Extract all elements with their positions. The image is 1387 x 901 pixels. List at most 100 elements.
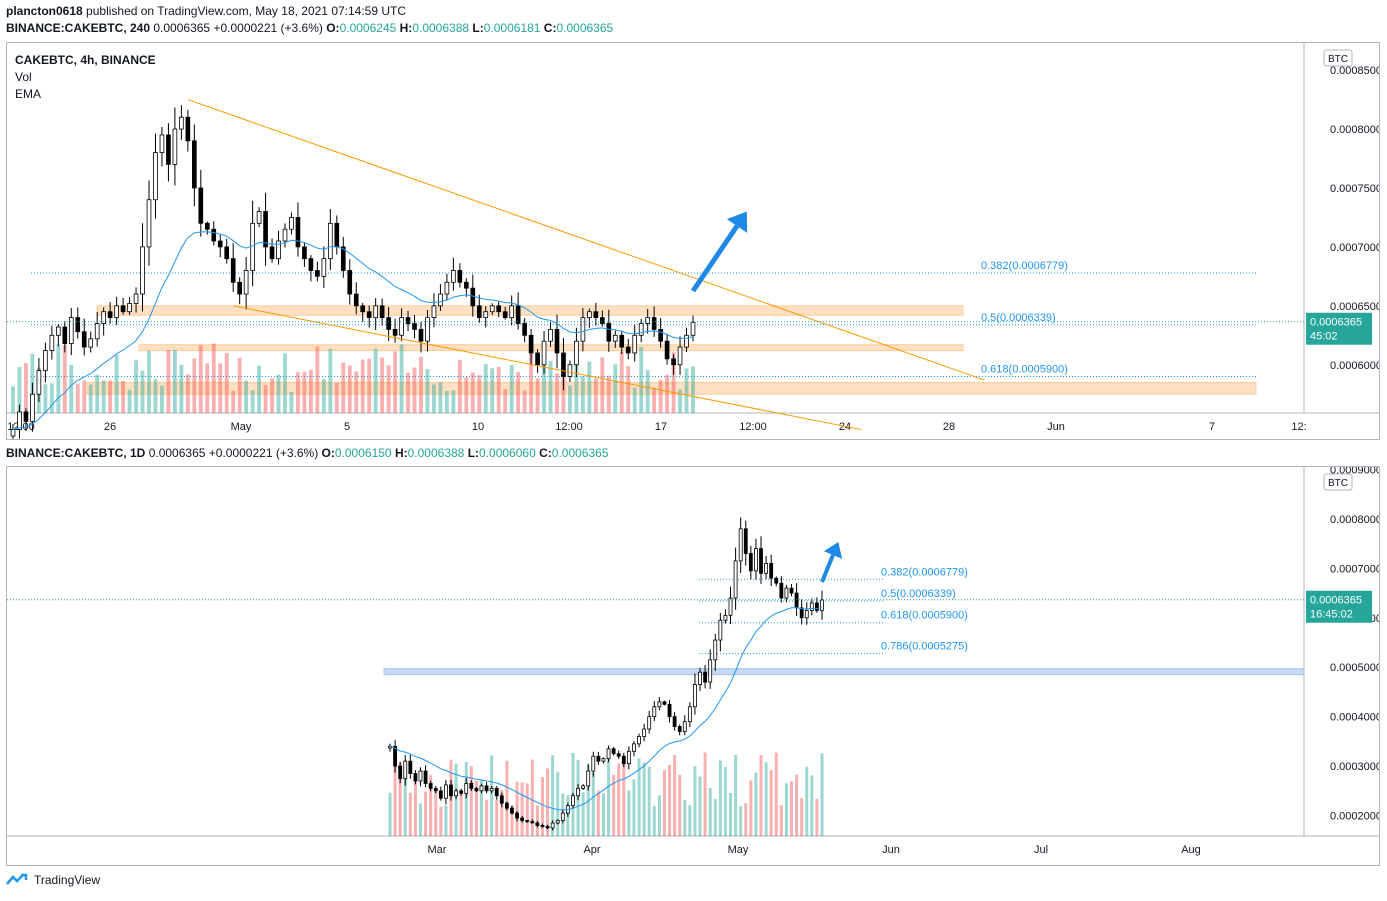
publisher-line: plancton0618 published on TradingView.co… — [6, 4, 406, 18]
y-tick-label: 0.0008000 — [1330, 124, 1379, 136]
volume-bar — [205, 363, 210, 413]
volume-bar — [658, 379, 663, 413]
candle-body — [708, 659, 713, 683]
candle-body — [687, 706, 692, 723]
volume-bar — [43, 384, 48, 413]
top-legend-vol[interactable]: Vol — [15, 70, 32, 84]
top-legend-ema[interactable]: EMA — [15, 87, 42, 101]
candle-body — [412, 323, 417, 330]
volume-bar — [683, 799, 687, 836]
candle-body — [474, 787, 479, 792]
volume-bar — [500, 790, 504, 836]
volume-bar — [606, 375, 611, 413]
volume-bar — [354, 371, 359, 413]
y-tick-label: 0.0007000 — [1330, 242, 1379, 254]
candle-body — [308, 258, 314, 271]
candle-body — [321, 258, 327, 277]
volume-bar — [800, 797, 804, 836]
volume-bar — [412, 367, 417, 413]
volume-bar — [328, 348, 333, 413]
candle-body — [626, 750, 631, 765]
footer-brand[interactable]: TradingView — [34, 873, 101, 887]
top-last: 0.0006365 — [153, 21, 211, 35]
countdown-label: 45:02 — [1310, 331, 1338, 343]
candle-body — [340, 246, 346, 271]
candle-body — [393, 745, 397, 767]
bottom-l-label: L: — [467, 446, 480, 460]
candle-body — [23, 411, 29, 422]
candle-body — [502, 311, 508, 319]
candle-body — [662, 701, 667, 705]
currency-badge-label: BTC — [1328, 54, 1348, 65]
bottom-chart-svg[interactable]: 0.00090000.00080000.00070000.00060000.00… — [7, 467, 1379, 865]
volume-bar — [75, 383, 80, 413]
volume-bar — [496, 367, 501, 413]
publisher-user: plancton0618 — [6, 4, 83, 18]
candle-body — [743, 528, 748, 554]
volume-bar — [114, 354, 119, 413]
bottom-last: 0.0006365 — [148, 446, 206, 460]
x-tick-label: 12: — [1291, 421, 1306, 433]
y-tick-label: 0.0003000 — [1330, 761, 1379, 773]
volume-bar — [121, 381, 126, 413]
volume-bar — [556, 771, 560, 836]
candle-body — [515, 305, 521, 324]
top-change: +0.0000221 (+3.6%) — [213, 21, 323, 35]
volume-bar — [140, 370, 145, 413]
volume-bar — [535, 805, 539, 836]
currency-badge — [1323, 49, 1353, 67]
candle-body — [754, 548, 758, 572]
volume-bar — [779, 805, 783, 836]
candle-body — [690, 321, 696, 336]
top-ohlc-header: BINANCE:CAKEBTC, 240 0.0006365 +0.000022… — [6, 21, 613, 35]
x-tick-label: Aug — [1181, 844, 1201, 856]
candle-body — [328, 222, 333, 260]
volume-bar — [341, 362, 346, 413]
candle-body — [616, 753, 621, 757]
candle-body — [494, 787, 499, 797]
candle-body — [759, 548, 763, 574]
candle-body — [198, 187, 204, 224]
candle-body — [612, 334, 618, 342]
candle-body — [476, 305, 482, 319]
volume-bar — [684, 368, 689, 413]
candle-body — [449, 784, 453, 797]
candle-body — [574, 340, 579, 366]
volume-bar — [764, 762, 768, 836]
candle-body — [682, 721, 687, 732]
volume-bar — [127, 389, 132, 413]
candle-body — [764, 563, 769, 574]
volume-bar — [296, 372, 300, 413]
y-tick-label: 0.0006500 — [1330, 301, 1379, 313]
volume-bar — [739, 806, 743, 836]
candle-body — [515, 812, 519, 819]
tradingview-logo-icon[interactable] — [6, 873, 30, 887]
bottom-chart-panel[interactable]: 0.00090000.00080000.00070000.00060000.00… — [6, 466, 1380, 866]
candle-body — [192, 140, 197, 189]
volume-bar — [632, 779, 636, 836]
volume-bar — [665, 374, 670, 413]
candle-body — [723, 614, 728, 621]
candle-body — [586, 770, 591, 787]
volume-bar — [703, 752, 707, 836]
volume-bar — [483, 364, 488, 413]
volume-bar — [108, 380, 113, 413]
volume-bar — [708, 788, 712, 836]
candle-body — [438, 790, 443, 799]
bullish-arrow-head — [726, 211, 748, 233]
top-chart-svg[interactable]: 0.0008500 0.0008000 0.0007500 0.0007000 0.00… — [7, 43, 1379, 439]
volume-bar — [464, 377, 469, 413]
top-c-label: C: — [543, 21, 557, 35]
candle-body — [289, 217, 294, 230]
volume-bar — [759, 755, 763, 836]
volume-bar — [601, 793, 605, 836]
top-chart-panel[interactable]: 0.0008500 0.0008000 0.0007500 0.0007000 0.00… — [6, 42, 1380, 440]
last-price-label: 0.0006365 — [1310, 317, 1362, 329]
candle-body — [799, 607, 804, 619]
candle-body — [36, 370, 42, 395]
candle-body — [127, 303, 132, 313]
x-tick-label: Mar — [428, 844, 447, 856]
top-h-label: H: — [399, 21, 413, 35]
candle-body — [535, 822, 540, 826]
volume-bar — [522, 390, 527, 413]
